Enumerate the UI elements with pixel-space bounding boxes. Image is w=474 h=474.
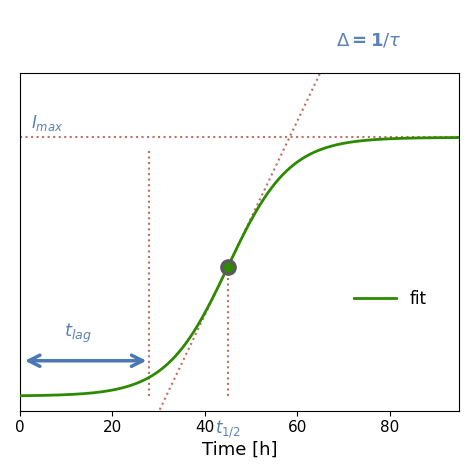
fit	[219, 277, 225, 283]
fit	[443, 135, 449, 140]
fit	[363, 137, 368, 143]
fit	[443, 135, 449, 140]
Legend: fit: fit	[348, 283, 433, 315]
Text: $I_{\mathregular{max}}$: $I_{\mathregular{max}}$	[31, 113, 64, 133]
Text: $\Delta\mathbf{= 1} / \tau$: $\Delta\mathbf{= 1} / \tau$	[336, 31, 402, 49]
fit	[39, 392, 45, 398]
fit	[456, 135, 462, 140]
Text: $t_{1/2}$: $t_{1/2}$	[215, 418, 241, 440]
Text: $t_{\mathregular{lag}}$: $t_{\mathregular{lag}}$	[64, 321, 92, 345]
fit	[17, 393, 23, 399]
X-axis label: Time [h]: Time [h]	[201, 441, 277, 459]
Line: fit: fit	[20, 137, 459, 396]
fit	[230, 252, 236, 258]
